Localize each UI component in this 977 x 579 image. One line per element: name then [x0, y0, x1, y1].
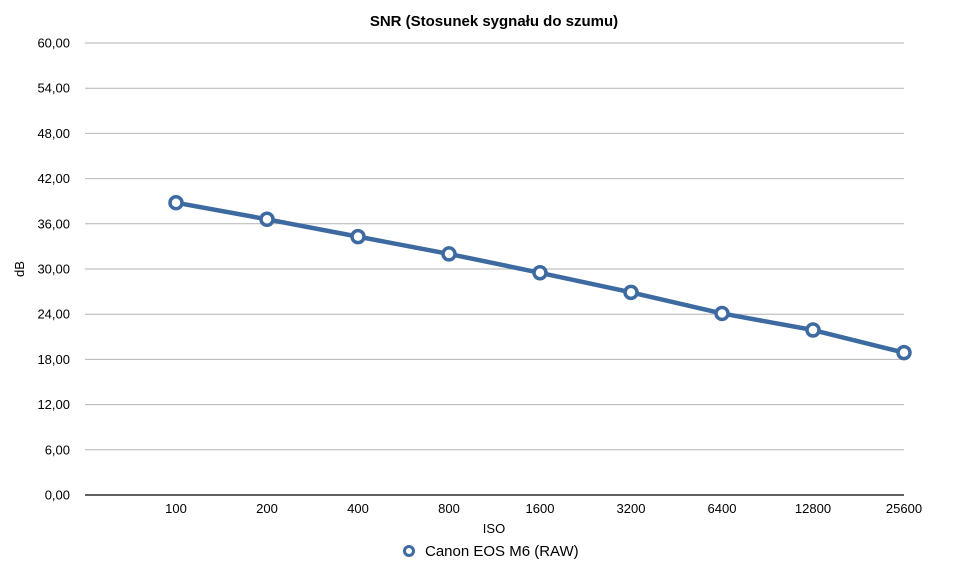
x-tick-label: 100 — [165, 501, 187, 516]
x-tick-label: 1600 — [526, 501, 555, 516]
x-tick-label: 200 — [256, 501, 278, 516]
y-tick-label: 36,00 — [37, 216, 70, 231]
legend-marker-icon — [403, 545, 415, 557]
data-point[interactable] — [441, 246, 457, 262]
x-axis-label: ISO — [483, 521, 505, 536]
y-tick-label: 54,00 — [37, 81, 70, 96]
legend-label: Canon EOS M6 (RAW) — [425, 543, 579, 560]
x-tick-label: 800 — [438, 501, 460, 516]
y-axis-tick-labels: 0,00 6,00 12,00 18,00 24,00 30,00 36,00 42,00 48… — [37, 36, 70, 503]
y-tick-label: 6,00 — [45, 442, 70, 457]
x-tick-label: 6400 — [708, 501, 737, 516]
data-point[interactable] — [805, 322, 821, 338]
x-tick-label: 3200 — [617, 501, 646, 516]
y-tick-label: 60,00 — [37, 36, 70, 51]
data-point[interactable] — [168, 194, 184, 211]
y-axis-label: dB — [12, 261, 27, 277]
y-tick-label: 30,00 — [37, 262, 70, 277]
gridlines — [85, 42, 904, 451]
chart-title: SNR (Stosunek sygnału do szumu) — [370, 13, 618, 30]
y-tick-label: 42,00 — [37, 171, 70, 186]
data-point[interactable] — [350, 228, 366, 245]
data-point[interactable] — [623, 284, 639, 301]
data-point[interactable] — [896, 344, 912, 361]
data-point[interactable] — [714, 305, 730, 322]
y-tick-label: 24,00 — [37, 307, 70, 322]
series-canon-eos-m6 — [168, 194, 912, 361]
x-tick-label: 400 — [347, 501, 369, 516]
legend[interactable]: Canon EOS M6 (RAW) — [403, 543, 579, 560]
y-tick-label: 18,00 — [37, 352, 70, 367]
y-tick-label: 48,00 — [37, 126, 70, 141]
x-tick-label: 12800 — [795, 501, 831, 516]
y-tick-label: 0,00 — [45, 488, 70, 503]
x-axis-tick-labels: 100 200 400 800 1600 3200 6400 12800 25600 — [165, 501, 922, 516]
data-point[interactable] — [259, 211, 275, 228]
data-point[interactable] — [532, 265, 548, 281]
y-tick-label: 12,00 — [37, 397, 70, 412]
x-tick-label: 25600 — [886, 501, 922, 516]
